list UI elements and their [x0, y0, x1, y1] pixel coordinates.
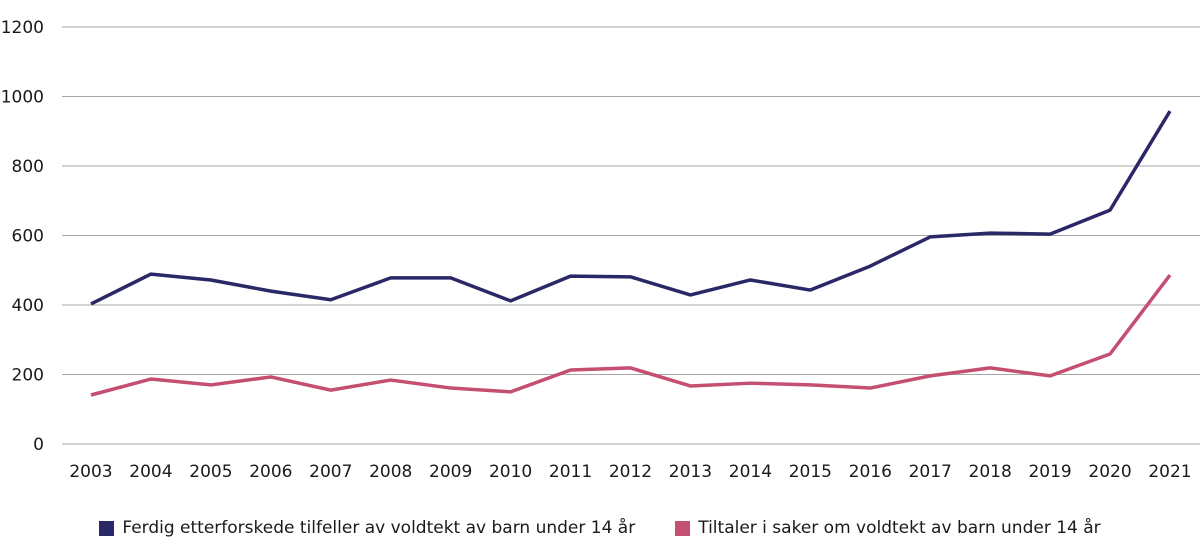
x-tick-label: 2017 [909, 462, 952, 482]
x-tick-label: 2012 [609, 462, 652, 482]
legend-label: Ferdig etterforskede tilfeller av voldte… [122, 518, 636, 538]
y-tick-label: 0 [33, 435, 44, 455]
y-tick-label: 1200 [1, 18, 44, 38]
y-tick-label: 1000 [1, 88, 44, 108]
series-line-0 [90, 110, 1172, 306]
x-tick-label: 2009 [429, 462, 472, 482]
x-tick-label: 2011 [549, 462, 592, 482]
x-tick-label: 2021 [1148, 462, 1191, 482]
legend-label: Tiltaler i saker om voldtekt av barn und… [698, 518, 1101, 538]
x-tick-label: 2014 [729, 462, 772, 482]
x-tick-label: 2018 [969, 462, 1012, 482]
legend: Ferdig etterforskede tilfeller av voldte… [0, 518, 1200, 538]
x-tick-label: 2003 [69, 462, 112, 482]
x-tick-label: 2004 [129, 462, 172, 482]
x-tick-label: 2015 [789, 462, 832, 482]
x-tick-label: 2007 [309, 462, 352, 482]
line-chart: 0 200 400 600 800 1000 1200 2003 2004 2005 2006 20… [1, 18, 1200, 482]
y-tick-label: 200 [12, 366, 44, 386]
x-tick-label: 2005 [189, 462, 232, 482]
x-tick-label: 2006 [249, 462, 292, 482]
y-tick-label: 800 [12, 157, 44, 177]
x-tick-label: 2016 [849, 462, 892, 482]
x-tick-label: 2019 [1028, 462, 1071, 482]
legend-swatch [675, 520, 691, 536]
y-tick-label: 600 [12, 227, 44, 247]
y-tick-label: 400 [12, 296, 44, 316]
x-tick-label: 2013 [669, 462, 712, 482]
x-tick-label: 2008 [369, 462, 412, 482]
legend-item-1: Tiltaler i saker om voldtekt av barn und… [675, 518, 1101, 538]
series-line-1 [90, 274, 1172, 397]
x-tick-label: 2010 [489, 462, 532, 482]
x-tick-label: 2020 [1088, 462, 1131, 482]
legend-swatch [99, 520, 115, 536]
legend-item-0: Ferdig etterforskede tilfeller av voldte… [99, 518, 635, 538]
